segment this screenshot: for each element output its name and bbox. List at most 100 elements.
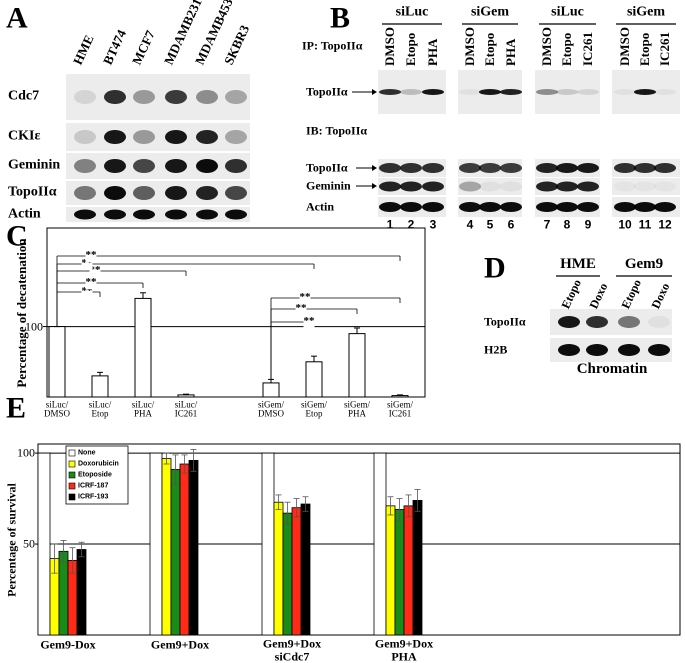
legend-label: ICRF-187 <box>78 482 109 490</box>
blot-band <box>634 89 656 95</box>
row-label: Actin <box>8 206 41 222</box>
blot-band <box>479 202 501 212</box>
blot-band <box>614 89 636 95</box>
legend-swatch <box>68 471 76 479</box>
blot-band <box>379 202 401 212</box>
blot-band <box>634 202 656 212</box>
row-label: TopoIIα <box>306 160 348 175</box>
group-label: HME <box>560 256 596 273</box>
significance-label: ** <box>85 249 97 262</box>
blot-band <box>74 209 96 220</box>
bar <box>262 382 280 398</box>
group-label: Gem9 <box>624 256 664 273</box>
blot-band <box>196 209 218 220</box>
lane-label: Etopo <box>637 32 653 66</box>
lane-number: 6 <box>507 217 515 232</box>
bar <box>48 326 66 398</box>
blot-band <box>422 202 444 212</box>
bar <box>37 452 51 636</box>
x-tick-label: siGem/ Etop <box>301 399 327 419</box>
x-tick-label: Gem9+Dox PHA <box>374 636 434 663</box>
blot-band <box>104 209 126 220</box>
lane-number: 1 <box>386 217 394 232</box>
legend-label: Doxorubicin <box>78 460 119 468</box>
blot-strip <box>458 178 522 195</box>
blot-band <box>133 130 155 144</box>
blot-band <box>479 181 501 192</box>
lane-number: 7 <box>543 217 551 232</box>
panel-letter: A <box>6 1 28 35</box>
y-tick-label: 100 <box>25 319 43 334</box>
legend-label: Etoposide <box>78 471 112 479</box>
blot-band <box>558 344 580 356</box>
bar <box>373 452 387 636</box>
blot-band <box>654 202 676 212</box>
blot-band <box>422 181 444 192</box>
row-label: Cdc7 <box>8 88 40 104</box>
x-tick-label: siGem/ PHA <box>344 399 370 419</box>
y-tick-label: 50 <box>23 536 35 551</box>
x-tick-label: Gem9+Dox <box>150 637 210 652</box>
blot-band <box>577 163 599 173</box>
group-label: siGem <box>626 4 666 20</box>
axis-title: Percentage of survival <box>4 482 19 597</box>
legend-swatch <box>68 460 76 468</box>
blot-band <box>634 163 656 173</box>
bar <box>394 509 405 636</box>
significance-label: ** <box>295 302 307 315</box>
blot-band <box>133 159 155 173</box>
x-tick-label: siLuc/ PHA <box>131 399 155 419</box>
y-tick-label: 100 <box>17 445 35 460</box>
blot-band <box>422 89 444 95</box>
x-tick-label: siLuc/ IC261 <box>174 399 198 419</box>
blot-band <box>577 89 599 95</box>
blot-band <box>618 316 640 328</box>
legend-label: None <box>78 449 96 457</box>
bar <box>300 503 311 636</box>
group-label: siLuc <box>551 4 584 20</box>
blot-band <box>400 181 422 192</box>
blot-band <box>648 344 670 356</box>
blot-band <box>104 90 126 104</box>
bar <box>385 505 396 636</box>
blot-band <box>654 163 676 173</box>
blot-band <box>586 316 608 328</box>
row-label: TopoIIα <box>484 314 526 329</box>
row-label: TopoIIα <box>8 184 57 200</box>
bar <box>76 549 87 636</box>
blot-band <box>586 344 608 356</box>
blot-band <box>422 163 444 173</box>
significance-label: ** <box>89 264 101 277</box>
blot-band <box>225 90 247 104</box>
significance-label: ** <box>81 257 93 270</box>
blot-band <box>104 159 126 173</box>
legend-swatch <box>68 449 76 457</box>
row-label: H2B <box>484 342 508 357</box>
blot-band <box>379 163 401 173</box>
bar <box>179 463 190 636</box>
blot-band <box>165 186 187 200</box>
blot-strip <box>66 123 250 151</box>
blot-band <box>133 209 155 220</box>
lane-number: 2 <box>407 217 415 232</box>
blot-band <box>500 202 522 212</box>
blot-band <box>634 182 656 192</box>
blot-band <box>654 89 676 95</box>
blot-band <box>618 344 640 356</box>
x-tick-label: siGem/ DMSO <box>257 399 285 419</box>
legend-swatch <box>68 493 76 501</box>
bar <box>58 550 69 636</box>
arrow-head <box>372 165 377 171</box>
blot-band <box>165 209 187 220</box>
blot-band <box>400 89 422 95</box>
blot-band <box>536 163 558 173</box>
blot-band <box>196 186 218 200</box>
significance-label: ** <box>85 276 97 289</box>
group-label: siLuc <box>395 4 429 20</box>
lane-number: 4 <box>466 217 474 232</box>
blot-band <box>459 163 481 173</box>
x-tick-label: Gem9+Dox siCdc7 <box>262 636 322 663</box>
blot-strip <box>66 181 250 205</box>
panel-letter: C <box>6 219 28 253</box>
lane-label: DMSO <box>462 27 478 66</box>
